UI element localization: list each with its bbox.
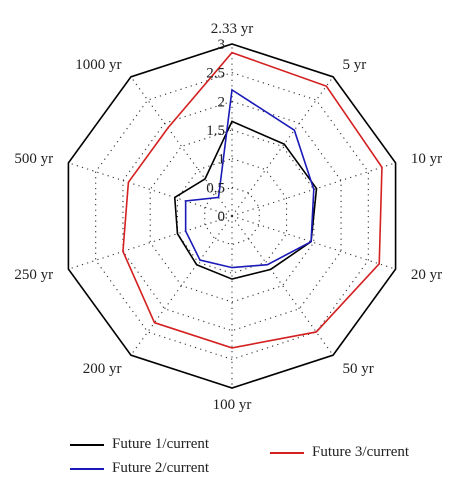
radial-tick-label: 2.5	[206, 66, 225, 82]
category-label: 50 yr	[343, 361, 374, 377]
grid-ring-3	[149, 129, 315, 303]
legend-swatch-series-2	[70, 467, 104, 470]
radar-labels: 0 0.5 1 1.5 2 2.5 32.33 yr 5 yr 10 yr 20 yr 50 yr 1…	[14, 21, 442, 413]
category-label: 1000 yr	[75, 57, 121, 73]
radial-tick-label: 2	[218, 94, 226, 110]
category-label: 5 yr	[343, 57, 367, 73]
radar-grid	[67, 43, 397, 389]
legend-label-series-1: Future 1/current	[112, 436, 210, 452]
series-line-3	[122, 51, 383, 349]
legend-label-series-2: Future 2/current	[112, 460, 210, 476]
grid-spoke-5	[231, 215, 334, 356]
category-label: 250 yr	[14, 267, 53, 283]
category-label: 2.33 yr	[211, 21, 254, 37]
category-label: 100 yr	[213, 397, 252, 413]
legend-item-series-2: Future 2/current	[70, 460, 209, 477]
grid-spoke-2	[231, 76, 334, 217]
radial-tick-label: 1	[218, 152, 226, 168]
grid-ring-5	[95, 72, 369, 360]
legend-item-series-3: Future 3/current	[270, 444, 409, 461]
category-label: 10 yr	[411, 151, 442, 167]
category-label: 500 yr	[14, 151, 53, 167]
radial-tick-label: 3	[218, 37, 226, 53]
category-label: 20 yr	[411, 267, 442, 283]
radar-series	[122, 51, 383, 349]
radial-tick-label: 0	[218, 209, 226, 225]
radial-tick-label: 1.5	[206, 123, 225, 139]
legend: Future 1/current Future 2/current Future…	[0, 430, 458, 500]
legend-swatch-series-3	[270, 451, 304, 454]
outer-frame	[67, 43, 397, 389]
legend-swatch-series-1	[70, 443, 104, 446]
category-label: 200 yr	[83, 361, 122, 377]
legend-item-series-1: Future 1/current	[70, 436, 209, 453]
legend-label-series-3: Future 3/current	[312, 444, 410, 460]
series-line-1	[173, 120, 318, 280]
radial-tick-label: 0.5	[206, 180, 225, 196]
series-line-2	[184, 88, 315, 269]
